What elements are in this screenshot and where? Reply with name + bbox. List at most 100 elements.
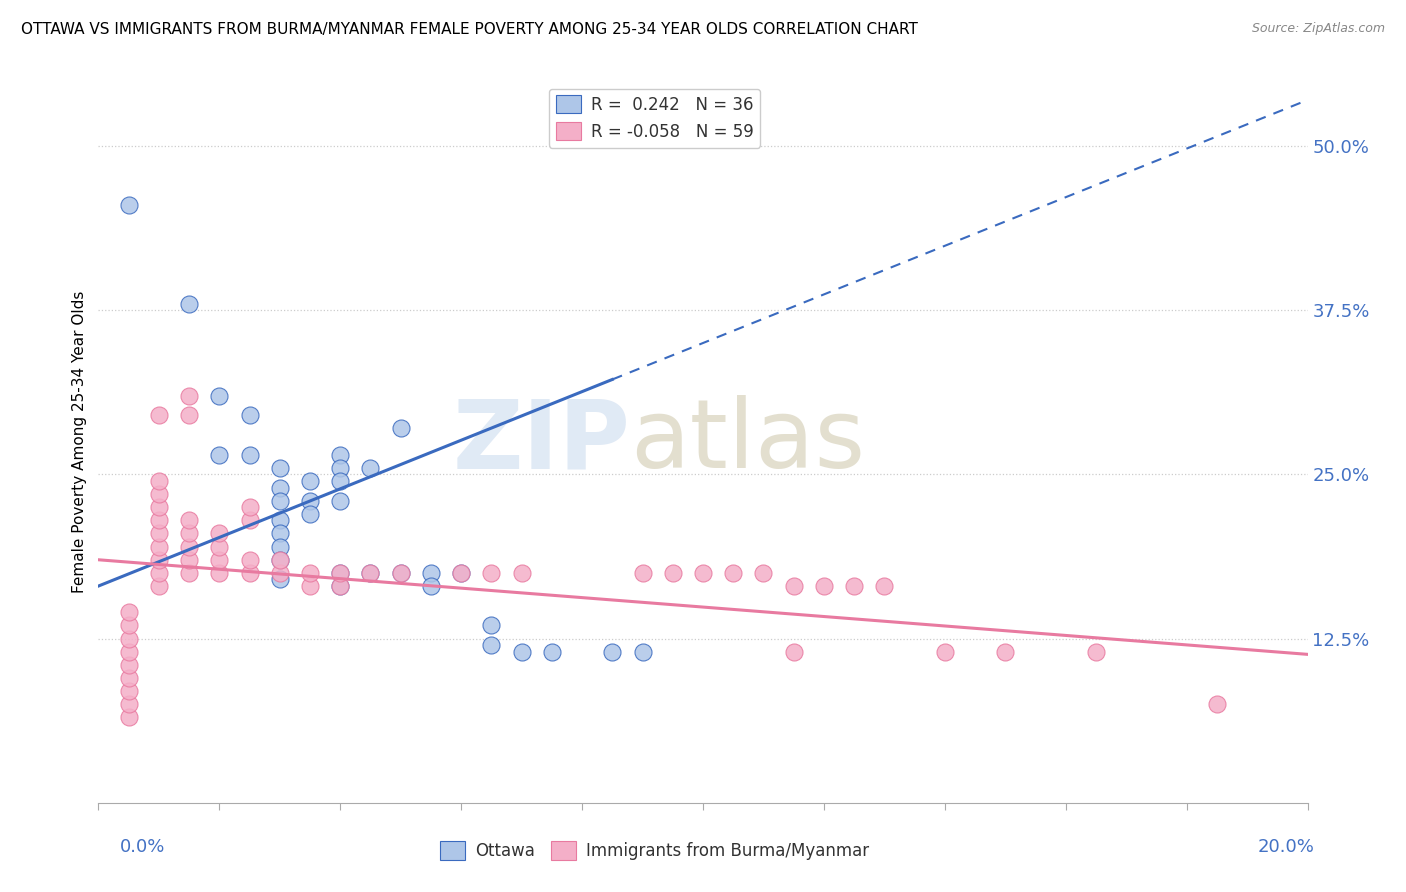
Point [420, 566, 443, 580]
Point [118, 671, 141, 685]
Point [148, 513, 170, 527]
Point [208, 526, 231, 541]
Text: OTTAWA VS IMMIGRANTS FROM BURMA/MYANMAR FEMALE POVERTY AMONG 25-34 YEAR OLDS COR: OTTAWA VS IMMIGRANTS FROM BURMA/MYANMAR … [21, 22, 918, 37]
Point [873, 579, 896, 593]
Text: atlas: atlas [630, 395, 866, 488]
Point [239, 553, 262, 567]
Point [269, 573, 291, 587]
Point [783, 579, 806, 593]
Point [540, 645, 562, 659]
Point [692, 566, 714, 580]
Point [631, 566, 654, 580]
Point [179, 540, 201, 554]
Point [813, 579, 835, 593]
Point [329, 566, 352, 580]
Point [239, 566, 262, 580]
Point [208, 540, 231, 554]
Point [148, 566, 170, 580]
Point [420, 579, 443, 593]
Point [299, 579, 322, 593]
Point [269, 540, 291, 554]
Point [148, 500, 170, 515]
Y-axis label: Female Poverty Among 25-34 Year Olds: Female Poverty Among 25-34 Year Olds [72, 291, 87, 592]
Point [179, 388, 201, 402]
Point [360, 566, 382, 580]
Point [783, 645, 806, 659]
Point [148, 553, 170, 567]
Point [239, 409, 262, 423]
Text: Source: ZipAtlas.com: Source: ZipAtlas.com [1251, 22, 1385, 36]
Point [299, 493, 322, 508]
Text: ZIP: ZIP [453, 395, 630, 488]
Text: 0.0%: 0.0% [120, 838, 165, 856]
Point [118, 645, 141, 659]
Point [208, 388, 231, 402]
Point [723, 566, 745, 580]
Point [118, 710, 141, 724]
Point [179, 526, 201, 541]
Legend: Ottawa, Immigrants from Burma/Myanmar: Ottawa, Immigrants from Burma/Myanmar [433, 835, 876, 867]
Point [208, 448, 231, 462]
Point [329, 579, 352, 593]
Point [269, 526, 291, 541]
Point [510, 645, 533, 659]
Point [389, 566, 412, 580]
Point [208, 553, 231, 567]
Point [118, 605, 141, 619]
Text: 20.0%: 20.0% [1258, 838, 1315, 856]
Point [994, 645, 1017, 659]
Point [269, 493, 291, 508]
Point [239, 448, 262, 462]
Point [118, 657, 141, 672]
Point [389, 566, 412, 580]
Point [450, 566, 472, 580]
Point [299, 566, 322, 580]
Point [510, 566, 533, 580]
Point [148, 540, 170, 554]
Point [661, 566, 683, 580]
Point [450, 566, 472, 580]
Point [148, 526, 170, 541]
Point [299, 474, 322, 488]
Point [118, 198, 141, 212]
Point [179, 513, 201, 527]
Point [1085, 645, 1108, 659]
Point [299, 507, 322, 521]
Point [1206, 698, 1229, 712]
Point [360, 566, 382, 580]
Point [269, 460, 291, 475]
Point [360, 460, 382, 475]
Point [269, 513, 291, 527]
Point [329, 460, 352, 475]
Point [269, 481, 291, 495]
Point [329, 493, 352, 508]
Point [239, 500, 262, 515]
Point [239, 513, 262, 527]
Point [148, 474, 170, 488]
Point [148, 487, 170, 501]
Point [389, 421, 412, 435]
Point [329, 566, 352, 580]
Point [934, 645, 956, 659]
Point [118, 684, 141, 698]
Point [329, 448, 352, 462]
Point [148, 409, 170, 423]
Point [602, 645, 624, 659]
Point [118, 698, 141, 712]
Point [179, 296, 201, 310]
Point [481, 638, 503, 652]
Point [179, 553, 201, 567]
Point [844, 579, 866, 593]
Point [179, 409, 201, 423]
Point [329, 579, 352, 593]
Point [179, 566, 201, 580]
Point [269, 553, 291, 567]
Point [208, 566, 231, 580]
Point [269, 566, 291, 580]
Point [118, 632, 141, 646]
Point [269, 553, 291, 567]
Point [481, 618, 503, 632]
Point [329, 474, 352, 488]
Point [481, 566, 503, 580]
Point [118, 618, 141, 632]
